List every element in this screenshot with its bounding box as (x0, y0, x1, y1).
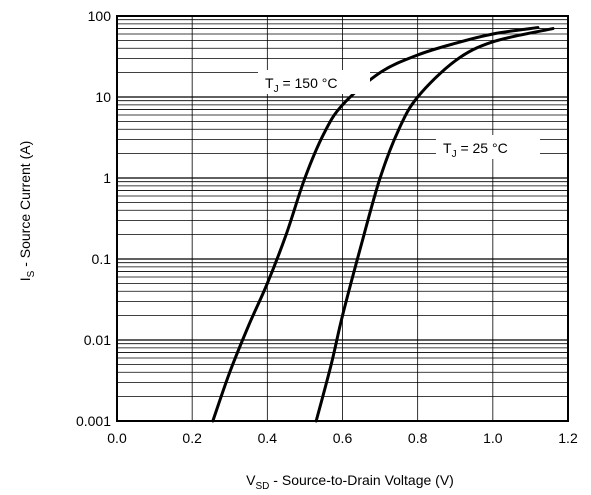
y-tick-label: 0.1 (92, 251, 112, 267)
series-label-rest: = 25 °C (457, 140, 508, 156)
x-tick-label: 0.8 (408, 430, 428, 446)
series-label-0: TJ = 150 °C (265, 75, 337, 95)
series-label-sub: J (452, 149, 457, 160)
series-label-rest: = 150 °C (279, 75, 338, 91)
x-tick-label: 0.2 (182, 430, 202, 446)
y-axis-label-main: I (17, 277, 33, 281)
x-axis-label-sub: SD (256, 481, 270, 492)
grid-lines (116, 16, 569, 422)
series-label-sub: J (274, 84, 279, 95)
tick-labels: 0.0 0.2 0.4 0.6 0.8 1.0 1.2 0.001 0.01 0.1 1 10 100 (76, 8, 578, 446)
series-label-bg (258, 70, 370, 94)
x-tick-label: 1.0 (483, 430, 503, 446)
y-tick-label: 10 (95, 89, 111, 105)
y-axis-label-sub: S (26, 270, 37, 277)
x-tick-label: 1.2 (558, 430, 578, 446)
series-label-1: TJ = 25 °C (443, 140, 508, 160)
series-layer (211, 26, 555, 423)
y-tick-label: 100 (88, 8, 112, 24)
x-tick-label: 0.6 (333, 430, 353, 446)
series-label-bg (436, 135, 540, 159)
series-label-main: T (443, 140, 452, 156)
y-tick-label: 0.01 (84, 332, 111, 348)
y-tick-label: 0.001 (76, 413, 111, 429)
y-tick-label: 1 (103, 170, 111, 186)
y-axis-label: IS - Source Current (A) (17, 141, 37, 282)
series-label-main: T (265, 75, 274, 91)
x-tick-label: 0.4 (258, 430, 278, 446)
series-line-0 (211, 26, 540, 423)
plot-frame (116, 15, 569, 422)
series-line-1 (314, 27, 555, 423)
x-axis-label-rest: - Source-to-Drain Voltage (V) (269, 472, 453, 488)
y-axis-label-rest: - Source Current (A) (17, 141, 33, 271)
x-tick-label: 0.0 (107, 430, 127, 446)
x-axis-label: VSD - Source-to-Drain Voltage (V) (246, 472, 454, 492)
x-axis-label-main: V (246, 472, 256, 488)
series-labels: TJ = 150 °CTJ = 25 °C (258, 70, 540, 160)
